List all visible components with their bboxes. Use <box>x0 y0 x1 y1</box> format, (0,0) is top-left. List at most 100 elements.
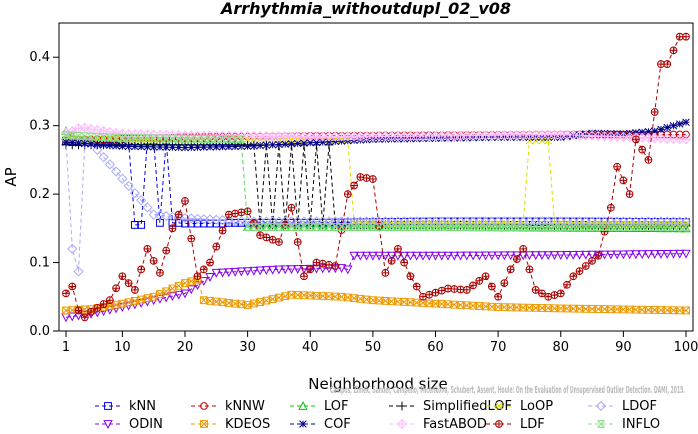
data-point <box>118 272 127 281</box>
data-point <box>405 251 416 261</box>
data-point <box>81 132 89 141</box>
data-point <box>650 223 659 231</box>
data-point <box>669 223 678 231</box>
data-point <box>104 159 115 170</box>
x-tick-label: 100 <box>674 340 698 355</box>
data-point <box>575 304 584 313</box>
data-point <box>236 267 247 277</box>
data-point <box>292 265 303 274</box>
data-point <box>456 223 465 231</box>
data-point <box>643 223 654 233</box>
legend-item: LDF <box>486 417 545 432</box>
data-point <box>387 256 396 265</box>
data-point <box>624 223 635 232</box>
data-point <box>649 250 660 259</box>
data-point <box>275 238 283 246</box>
data-point <box>156 134 164 143</box>
data-point <box>62 131 70 140</box>
data-point <box>463 223 471 231</box>
data-point <box>431 299 440 308</box>
data-point <box>205 273 215 282</box>
legend-label: LOF <box>324 399 349 414</box>
legend-item: FastABOD <box>389 417 487 432</box>
data-point <box>110 166 122 177</box>
data-point <box>300 272 308 281</box>
data-point <box>506 303 515 312</box>
data-point <box>325 260 333 269</box>
legend-marker <box>597 420 605 428</box>
data-point <box>506 265 515 274</box>
data-point <box>444 223 452 231</box>
series-line <box>65 36 686 318</box>
data-point <box>224 299 233 307</box>
data-point <box>350 294 358 303</box>
data-point <box>211 268 222 278</box>
data-point <box>588 223 596 231</box>
data-point <box>682 118 690 126</box>
data-point <box>613 223 621 231</box>
data-point <box>199 296 208 305</box>
data-point <box>200 143 208 151</box>
x-tick-label: 90 <box>615 340 632 355</box>
data-point <box>544 304 553 313</box>
data-point <box>212 242 221 251</box>
data-point <box>192 213 203 224</box>
legend-label: KDEOS <box>225 417 270 432</box>
data-point <box>143 134 152 143</box>
data-point <box>268 141 277 149</box>
data-point <box>587 222 597 232</box>
data-point <box>149 134 158 143</box>
data-point <box>106 141 114 150</box>
data-point <box>575 267 584 276</box>
data-point <box>211 214 222 225</box>
data-point <box>218 226 227 235</box>
data-point <box>581 222 591 232</box>
data-point <box>607 223 615 231</box>
data-point <box>480 251 491 261</box>
data-point <box>425 299 434 308</box>
data-point <box>657 125 665 134</box>
data-point <box>306 223 314 231</box>
data-point <box>594 251 603 260</box>
data-point <box>481 302 490 311</box>
data-point <box>80 310 90 320</box>
data-point <box>231 135 239 144</box>
legend-item: kNN <box>95 399 156 414</box>
legend-label: kNNW <box>225 399 265 414</box>
data-point <box>494 223 502 231</box>
data-point <box>286 265 297 275</box>
data-point <box>613 305 622 314</box>
data-point <box>362 174 371 182</box>
data-point <box>142 202 153 213</box>
data-point <box>543 251 553 261</box>
data-point <box>130 221 139 229</box>
data-point <box>368 175 377 183</box>
data-point <box>124 298 133 307</box>
data-point <box>287 203 296 212</box>
series-inflo <box>62 131 690 231</box>
data-point <box>136 195 147 206</box>
data-point <box>612 222 622 232</box>
data-point <box>663 223 671 231</box>
data-point <box>469 301 477 310</box>
data-point <box>275 140 283 149</box>
data-point <box>225 135 233 144</box>
data-point <box>186 285 196 295</box>
data-point <box>249 266 259 276</box>
data-point <box>224 210 233 219</box>
plot-frame <box>58 22 694 332</box>
data-point <box>118 142 127 150</box>
data-point <box>593 222 604 232</box>
data-point <box>600 227 609 236</box>
data-point <box>206 296 214 305</box>
series-line <box>65 139 686 272</box>
data-point <box>344 223 352 231</box>
legend-marker <box>200 420 208 428</box>
data-point <box>137 221 146 229</box>
data-point <box>156 268 164 277</box>
data-point <box>644 223 653 231</box>
data-point <box>325 223 333 231</box>
data-point <box>106 135 114 144</box>
data-point <box>87 307 95 316</box>
data-point <box>206 258 214 267</box>
